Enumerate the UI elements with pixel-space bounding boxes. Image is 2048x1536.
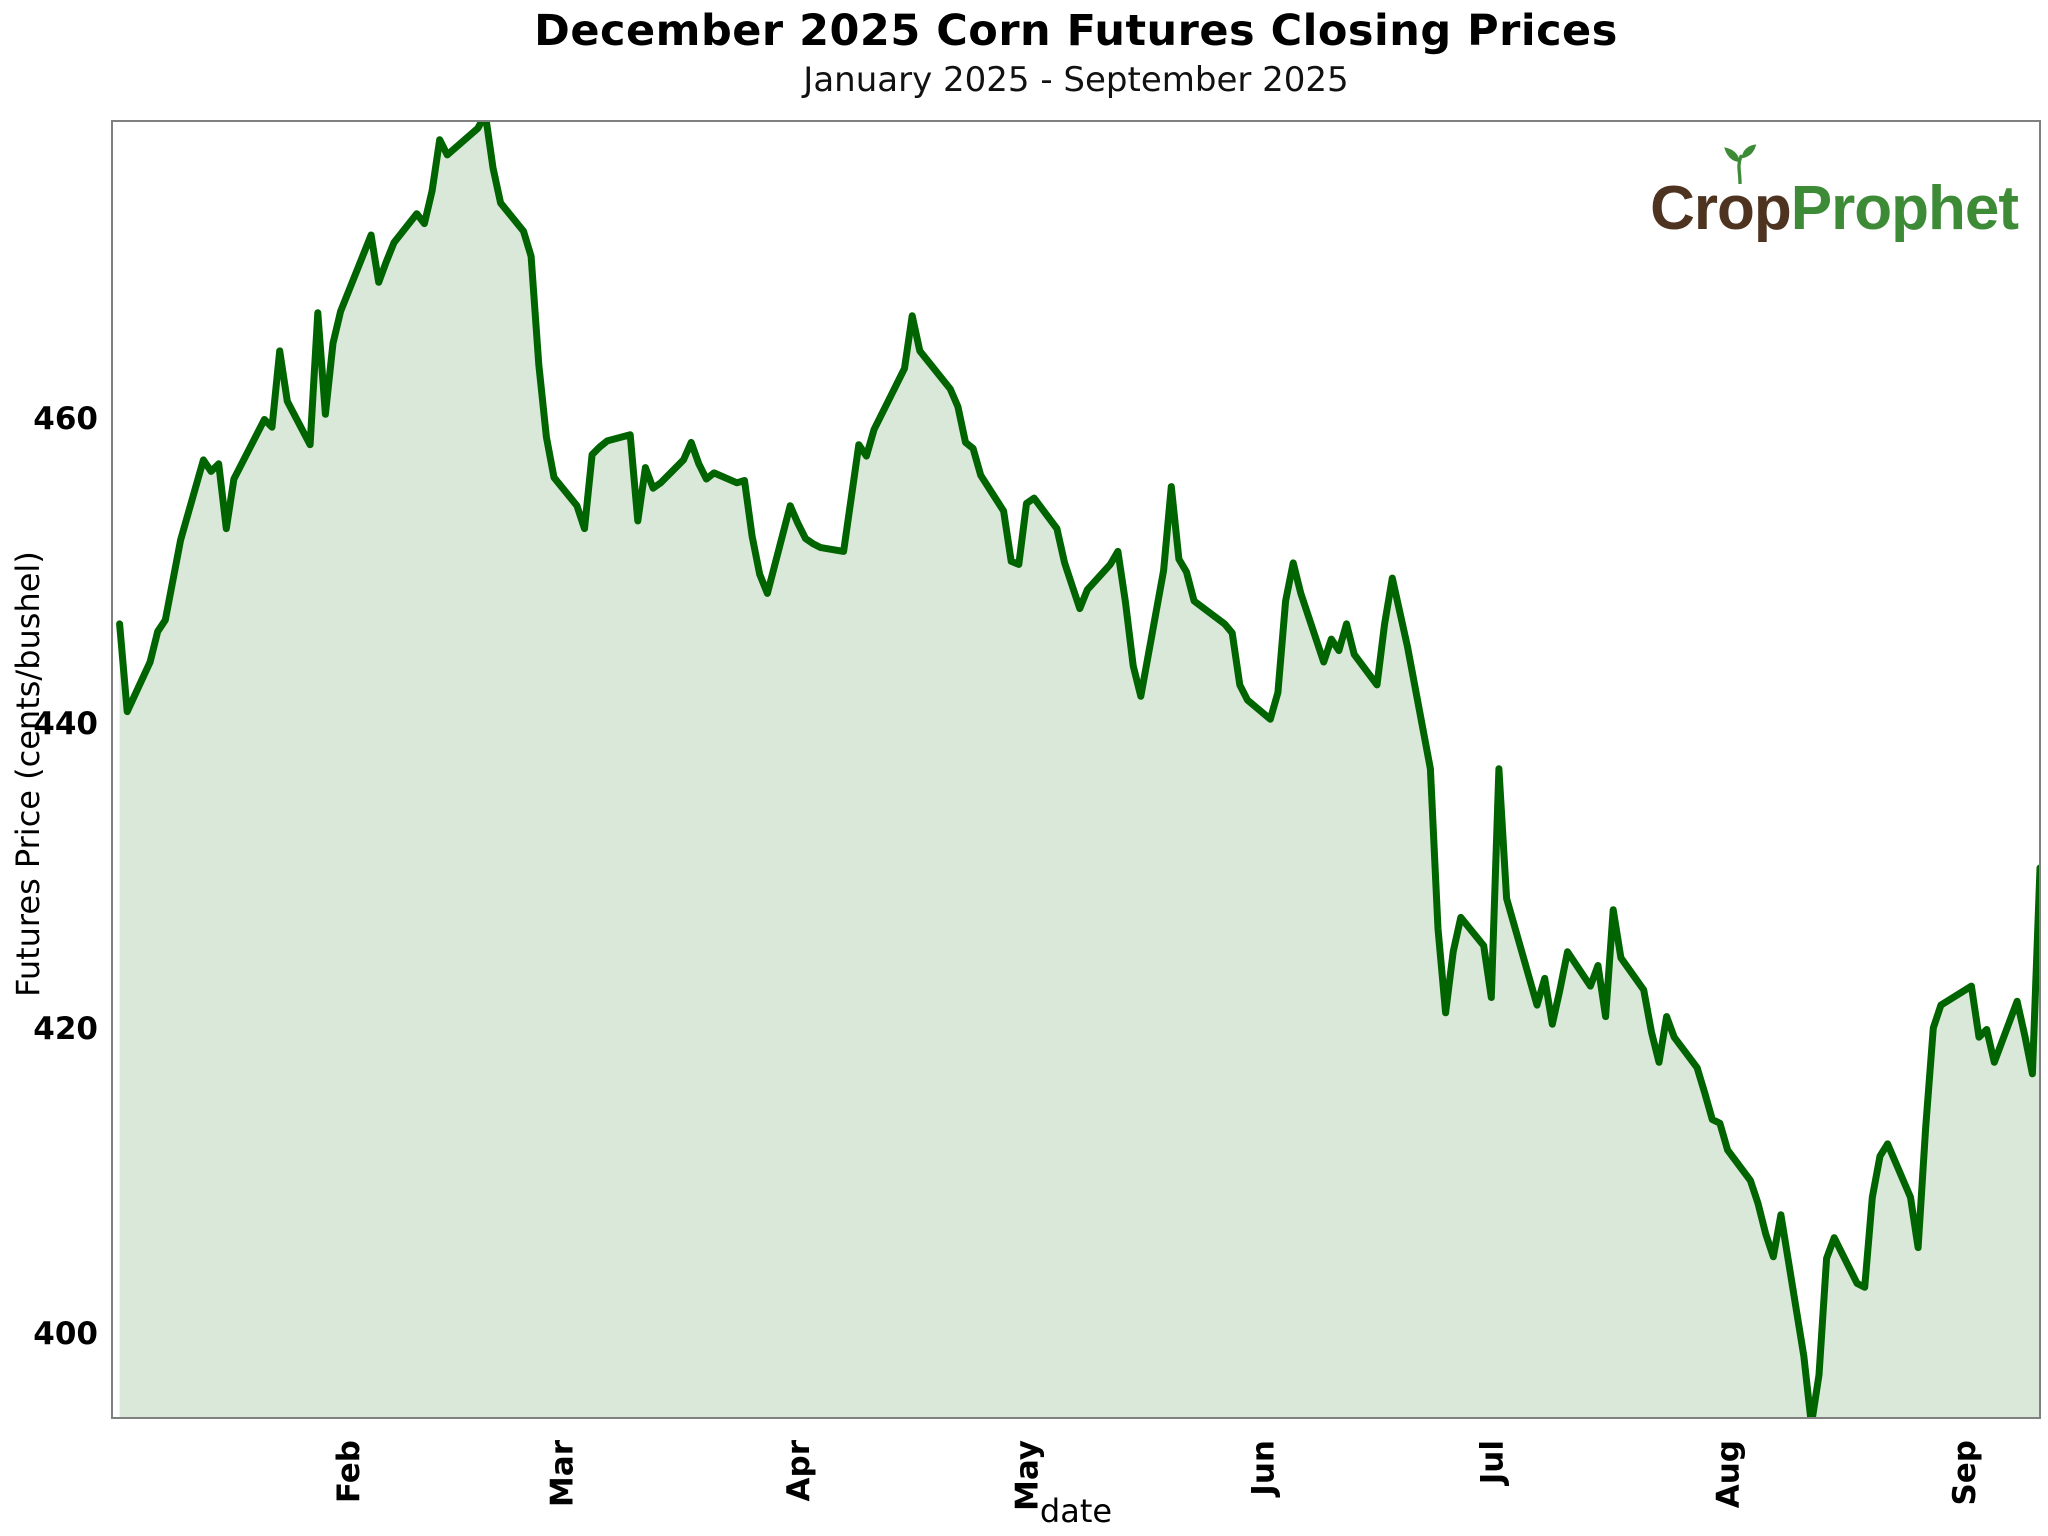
y-tick-label: 460 xyxy=(33,401,98,437)
price-area-fill xyxy=(119,121,2040,1418)
chart-title: December 2025 Corn Futures Closing Price… xyxy=(534,6,1618,56)
x-tick-label: Apr xyxy=(781,1439,817,1501)
x-tick-label: Mar xyxy=(545,1439,581,1507)
sprout-icon xyxy=(1724,144,1757,184)
logo-text-prophet: Prophet xyxy=(1790,174,2019,243)
x-axis-tick-labels: Feb Mar Apr May Jun Jul Aug Sep xyxy=(331,1439,1983,1511)
y-tick-label: 420 xyxy=(33,1011,98,1047)
x-tick-label: May xyxy=(1010,1440,1046,1511)
x-tick-label: Jun xyxy=(1246,1440,1282,1498)
y-axis-tick-labels: 400 420 440 460 xyxy=(33,401,98,1352)
x-tick-label: Jul xyxy=(1474,1440,1510,1486)
y-axis-title: Futures Price (cents/bushel) xyxy=(9,551,47,997)
plot-frame xyxy=(111,120,2041,1419)
logo-text-o: o xyxy=(1717,174,1755,243)
cropprophet-logo: Cr o p Prophet xyxy=(1618,144,2019,243)
logo-text-p: p xyxy=(1753,174,1792,243)
price-line xyxy=(116,121,2040,1418)
x-tick-label: Aug xyxy=(1711,1440,1747,1508)
x-tick-label: Feb xyxy=(331,1440,367,1503)
chart-subtitle: January 2025 - September 2025 xyxy=(803,60,1349,100)
x-axis-title: date xyxy=(1039,1492,1113,1530)
y-tick-label: 440 xyxy=(33,706,98,742)
y-tick-label: 400 xyxy=(33,1316,98,1352)
logo-text-cr: Cr xyxy=(1650,174,1718,243)
x-tick-label: Sep xyxy=(1947,1440,1983,1506)
